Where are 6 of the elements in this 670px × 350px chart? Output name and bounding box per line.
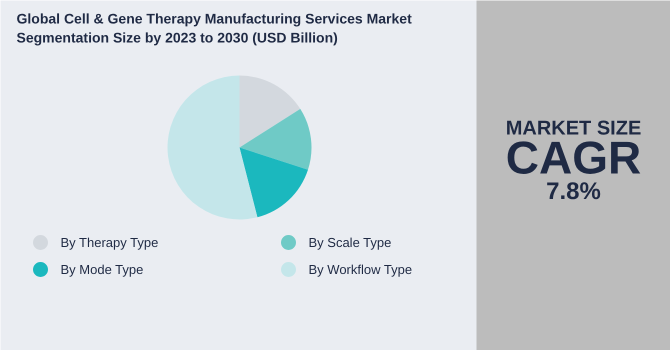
legend-label: By Therapy Type: [60, 235, 158, 250]
text: 7.8%: [546, 178, 601, 205]
chart-title: Global Cell & Gene Therapy Manufacturing Services Market Segmentation Size by 2023 to 2030 (USD Billion): [16, 10, 412, 46]
legend-label: By Scale Type: [308, 235, 392, 250]
legend-label: By Workflow Type: [308, 262, 412, 277]
legend-label: By Mode Type: [60, 262, 144, 277]
